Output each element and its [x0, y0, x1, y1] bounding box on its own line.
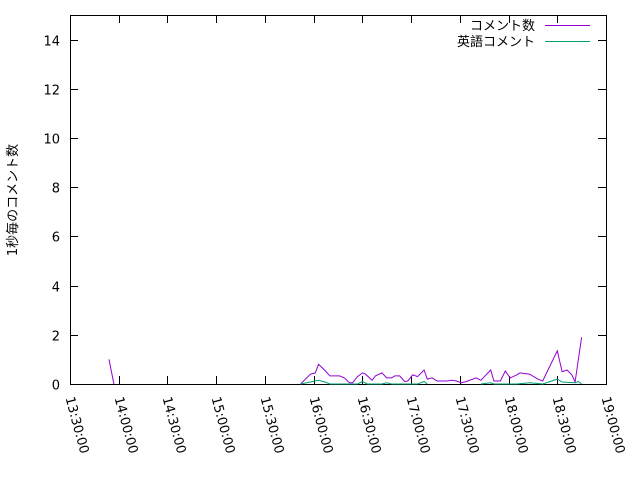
y-tick-label: 10 [43, 133, 60, 148]
series-line-1 [300, 379, 428, 385]
x-tick-label: 14:00:00 [111, 395, 141, 455]
plot-border [70, 15, 607, 385]
y-tick-label: 0 [52, 379, 60, 394]
legend-label-comments: コメント数 [470, 19, 535, 34]
x-tick-label: 17:30:00 [452, 395, 482, 455]
series-line-0 [300, 337, 583, 385]
y-axis-label: 1秒毎のコメント数 [5, 144, 21, 256]
x-tick-label: 17:00:00 [403, 395, 433, 455]
x-tick-label: 15:30:00 [257, 395, 287, 455]
x-tick-label: 16:30:00 [354, 395, 384, 455]
legend-label-english: 英語コメント [457, 34, 535, 50]
series-line-1 [480, 378, 582, 385]
y-tick-label: 2 [52, 330, 60, 345]
y-tick-label: 4 [52, 281, 60, 296]
series-line-0 [108, 359, 115, 385]
x-tick-label: 18:00:00 [501, 395, 531, 455]
y-tick-label: 14 [43, 35, 60, 50]
x-tick-label: 15:00:00 [208, 395, 238, 455]
x-tick-label: 19:00:00 [598, 395, 628, 455]
x-tick-label: 13:30:00 [62, 395, 92, 455]
legend: コメント数 英語コメント [457, 19, 590, 50]
x-tick-label: 18:30:00 [549, 395, 579, 455]
y-tick-label: 8 [52, 182, 60, 197]
y-tick-label: 6 [52, 231, 60, 246]
x-tick-label: 16:00:00 [306, 395, 336, 455]
y-tick-label: 12 [43, 84, 60, 99]
x-tick-label: 14:30:00 [159, 395, 189, 455]
